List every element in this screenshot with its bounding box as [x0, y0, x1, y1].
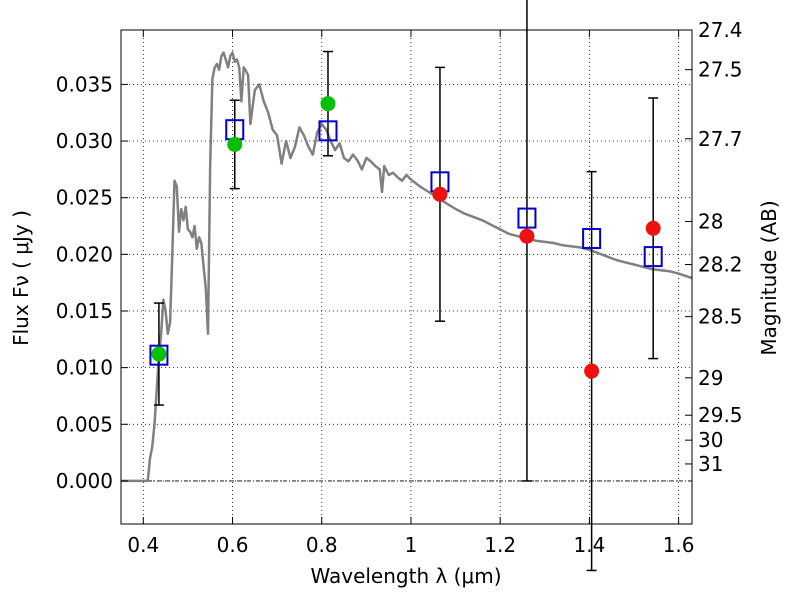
magnitude-tick-label-5: 28.5 — [698, 305, 743, 329]
y-axis-label: Flux Fν ( μJy ) — [9, 210, 33, 346]
observed-point-layer — [151, 96, 661, 379]
magnitude-tick-label-4: 28.2 — [698, 253, 743, 277]
axis-ticks — [121, 29, 692, 524]
x-tick-label-6: 1.6 — [663, 533, 695, 557]
y-tick-label-4: 0.020 — [56, 242, 113, 266]
model-square-layer — [149, 119, 663, 366]
magnitude-tick-label-2: 27.7 — [698, 127, 743, 151]
y-tick-label-1: 0.005 — [56, 412, 113, 436]
magnitude-tick-label-1: 27.5 — [698, 58, 743, 82]
y-tick-label-2: 0.010 — [56, 356, 113, 380]
model-flux-square-2 — [318, 120, 338, 142]
observed-flux-point-1 — [227, 136, 243, 152]
magnitude-tick-label-7: 29.5 — [698, 403, 743, 427]
y-tick-label-3: 0.015 — [56, 299, 113, 323]
observed-flux-point-2 — [320, 96, 336, 112]
x-tick-label-5: 1.4 — [573, 533, 605, 557]
x-tick-label-3: 1 — [405, 533, 418, 557]
model-flux-square-6 — [643, 246, 663, 268]
observed-flux-point-6 — [645, 220, 661, 236]
x-tick-label-2: 0.8 — [306, 533, 338, 557]
magnitude-tick-label-0: 27.4 — [698, 18, 743, 42]
x-tick-label-1: 0.6 — [217, 533, 249, 557]
y-tick-label-7: 0.035 — [56, 72, 113, 96]
model-spectrum-line — [121, 51, 693, 483]
observed-flux-point-5 — [584, 363, 600, 379]
x-tick-label-0: 0.4 — [127, 533, 159, 557]
model-flux-square-0 — [149, 344, 169, 366]
magnitude-tick-label-9: 31 — [698, 452, 723, 476]
magnitude-tick-label-3: 28 — [698, 209, 723, 233]
magnitude-tick-label-6: 29 — [698, 366, 723, 390]
y-tick-labels: 0.000 0.005 0.010 0.015 0.020 0.025 0.030 0.035 — [56, 72, 113, 493]
magnitude-tick-label-8: 30 — [698, 428, 723, 452]
model-flux-square-5 — [582, 227, 602, 249]
x-axis-label: Wavelength λ (μm) — [310, 564, 501, 588]
x-tick-label-4: 1.2 — [484, 533, 516, 557]
y-tick-label-6: 0.030 — [56, 129, 113, 153]
observed-flux-point-3 — [432, 186, 448, 202]
plot-frame — [120, 29, 693, 525]
y-tick-label-0: 0.000 — [56, 469, 113, 493]
model-spectrum-layer — [121, 51, 693, 483]
x-tick-labels: 0.4 0.6 0.8 1 1.2 1.4 1.6 — [127, 533, 694, 557]
observed-flux-point-0 — [151, 346, 167, 362]
y2-axis-label: Magnitude (AB) — [757, 200, 781, 355]
model-flux-square-4 — [517, 207, 537, 229]
y-tick-label-5: 0.025 — [56, 186, 113, 210]
observed-flux-point-4 — [519, 228, 535, 244]
